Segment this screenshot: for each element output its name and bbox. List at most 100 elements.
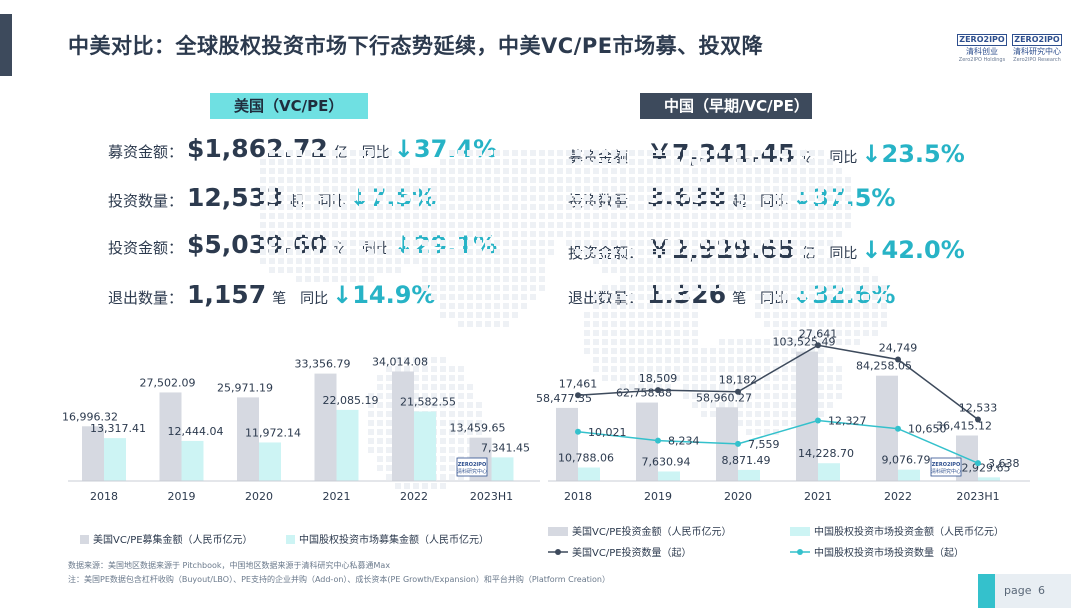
map-dot xyxy=(323,204,329,210)
map-dot xyxy=(431,375,437,381)
map-dot xyxy=(683,312,689,318)
map-dot xyxy=(476,168,482,174)
map-dot xyxy=(350,186,356,192)
map-dot xyxy=(305,150,311,156)
map-dot xyxy=(638,357,644,363)
map-dot xyxy=(665,348,671,354)
map-dot xyxy=(665,231,671,237)
map-dot xyxy=(782,240,788,246)
map-dot xyxy=(611,366,617,372)
map-dot xyxy=(395,249,401,255)
map-dot xyxy=(287,213,293,219)
map-dot xyxy=(836,321,842,327)
map-dot xyxy=(305,249,311,255)
map-dot xyxy=(458,474,464,480)
map-dot xyxy=(647,321,653,327)
cn-investment-bar xyxy=(818,463,840,481)
map-dot xyxy=(323,186,329,192)
map-dot xyxy=(395,366,401,372)
legend-us-fundraising: 美国VC/PE募集金额（人民币亿元） xyxy=(93,533,253,546)
map-dot xyxy=(539,186,545,192)
map-dot xyxy=(404,186,410,192)
map-dot xyxy=(602,150,608,156)
map-dot xyxy=(692,240,698,246)
map-dot xyxy=(665,267,671,273)
map-dot xyxy=(269,159,275,165)
map-dot xyxy=(521,159,527,165)
map-dot xyxy=(485,312,491,318)
map-dot xyxy=(269,204,275,210)
map-dot xyxy=(737,402,743,408)
cn-count-point xyxy=(815,417,821,424)
map-dot xyxy=(476,186,482,192)
map-dot xyxy=(278,267,284,273)
map-dot xyxy=(764,213,770,219)
map-dot xyxy=(809,348,815,354)
map-dot xyxy=(854,267,860,273)
cn-investment-label: 7,630.94 xyxy=(642,455,691,468)
map-dot xyxy=(764,402,770,408)
map-dot xyxy=(791,222,797,228)
map-dot xyxy=(791,276,797,282)
map-dot xyxy=(494,285,500,291)
map-dot xyxy=(386,249,392,255)
map-dot xyxy=(836,168,842,174)
map-dot xyxy=(593,330,599,336)
map-dot xyxy=(728,222,734,228)
map-dot xyxy=(755,366,761,372)
map-dot xyxy=(746,267,752,273)
map-dot xyxy=(449,258,455,264)
footnote-note: 注：美国PE数据包含杠杆收购（Buyout/LBO）、PE支持的企业并购（Add… xyxy=(68,575,610,584)
map-dot xyxy=(467,168,473,174)
map-dot xyxy=(296,222,302,228)
map-dot xyxy=(368,222,374,228)
map-dot xyxy=(386,384,392,390)
map-dot xyxy=(791,177,797,183)
cn-fundraising-bar xyxy=(259,442,281,481)
map-dot xyxy=(350,267,356,273)
map-dot xyxy=(431,195,437,201)
map-dot xyxy=(809,177,815,183)
map-dot xyxy=(611,321,617,327)
map-dot xyxy=(440,384,446,390)
map-dot xyxy=(827,240,833,246)
map-dot xyxy=(449,276,455,282)
map-dot xyxy=(683,222,689,228)
map-dot xyxy=(539,177,545,183)
map-dot xyxy=(701,213,707,219)
map-dot xyxy=(323,240,329,246)
map-dot xyxy=(548,222,554,228)
map-dot xyxy=(800,150,806,156)
map-dot xyxy=(467,276,473,282)
map-dot xyxy=(710,267,716,273)
map-dot xyxy=(413,186,419,192)
map-dot xyxy=(611,168,617,174)
map-dot xyxy=(395,195,401,201)
stat-yoy-pct: 37.5% xyxy=(812,184,896,212)
map-dot xyxy=(818,357,824,363)
map-dot xyxy=(647,186,653,192)
map-dot xyxy=(692,249,698,255)
map-dot xyxy=(449,474,455,480)
map-dot xyxy=(665,159,671,165)
map-dot xyxy=(755,285,761,291)
map-dot xyxy=(584,222,590,228)
map-dot xyxy=(404,168,410,174)
map-dot xyxy=(602,168,608,174)
map-dot xyxy=(701,195,707,201)
map-dot xyxy=(287,240,293,246)
map-dot xyxy=(683,285,689,291)
map-dot xyxy=(512,177,518,183)
map-dot xyxy=(692,384,698,390)
map-dot xyxy=(449,186,455,192)
map-dot xyxy=(728,375,734,381)
map-dot xyxy=(791,330,797,336)
map-dot xyxy=(548,249,554,255)
map-dot xyxy=(350,231,356,237)
map-dot xyxy=(341,276,347,282)
us-count-label: 24,749 xyxy=(879,341,918,354)
map-dot xyxy=(764,249,770,255)
map-dot xyxy=(584,204,590,210)
map-dot xyxy=(602,294,608,300)
map-dot xyxy=(458,411,464,417)
